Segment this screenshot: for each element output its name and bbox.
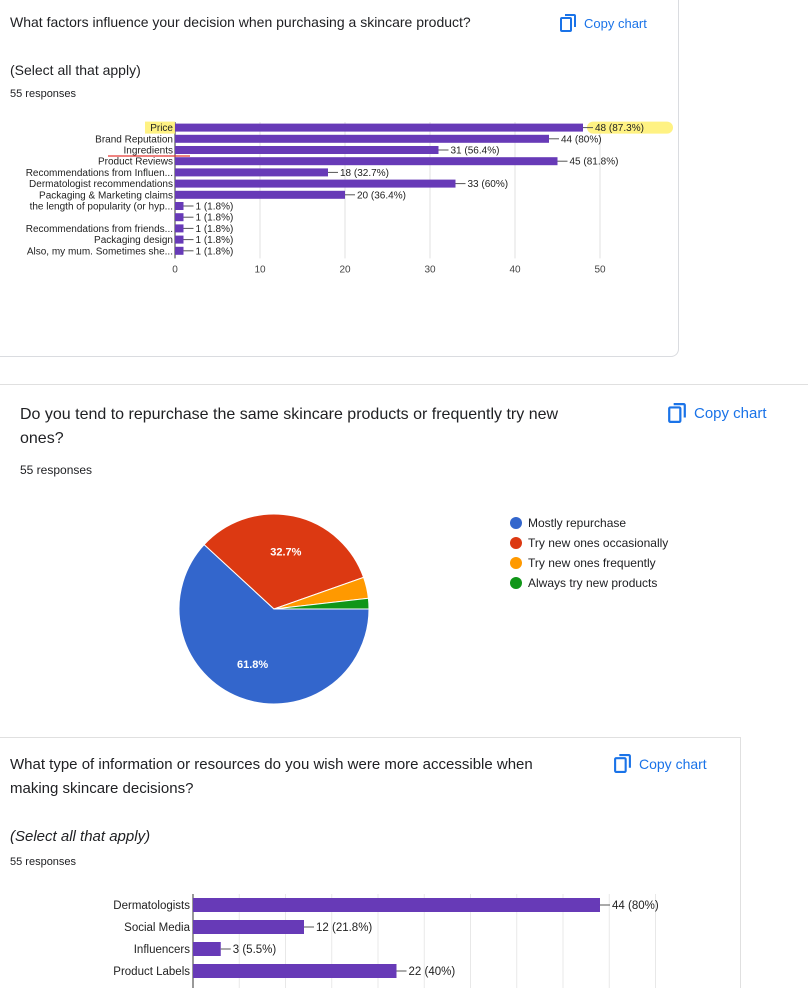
value-label: 3 (5.5%) [233, 944, 277, 956]
bar [175, 190, 345, 199]
resources-bar-chart: Dermatologists 44 (80%) Social Media 12 (21… [113, 894, 659, 988]
response-count: 55 responses [20, 463, 93, 477]
question-subtitle: (Select all that apply) [10, 828, 151, 845]
category-label: Recommendations from friends... [26, 224, 173, 235]
copy-chart-button[interactable]: Copy chart [668, 403, 767, 423]
copy-chart-label: Copy chart [584, 15, 647, 31]
x-tick-label: 0 [172, 264, 178, 275]
value-label: 1 (1.8%) [196, 224, 234, 235]
bar [193, 920, 304, 934]
question-title-line1: What type of information or resources do… [10, 756, 533, 773]
question-title: What factors influence your decision whe… [10, 14, 471, 30]
value-label: 31 (56.4%) [451, 146, 500, 157]
bar [175, 224, 184, 233]
category-label: Ingredients [124, 146, 173, 157]
highlight-mark [587, 121, 673, 134]
bar [175, 168, 328, 177]
question-title-line2: making skincare decisions? [10, 780, 194, 797]
x-tick-label: 40 [509, 264, 521, 275]
highlight-mark [145, 121, 175, 134]
bar [193, 898, 600, 912]
x-tick-label: 10 [254, 264, 266, 275]
category-label: Brand Reputation [95, 134, 173, 145]
category-label: Influencers [134, 944, 191, 956]
category-label: the length of popularity (or hyp... [30, 202, 173, 213]
bar [193, 964, 397, 978]
bar [175, 123, 583, 132]
copy-chart-label: Copy chart [639, 755, 707, 772]
pie-slice [203, 513, 365, 610]
bar [175, 213, 184, 222]
pie-slice [273, 597, 370, 610]
legend-label: Try new ones occasionally [528, 536, 669, 550]
value-label: 1 (1.8%) [196, 235, 234, 246]
value-label: 1 (1.8%) [196, 213, 234, 224]
category-label: Recommendations from Influen... [26, 168, 173, 179]
copy-icon [560, 14, 576, 32]
question-title-line2: ones? [20, 430, 64, 447]
copy-chart-button[interactable]: Copy chart [560, 14, 647, 32]
category-label: Social Media [124, 922, 190, 934]
question-card-factors: What factors influence your decision whe… [0, 0, 679, 357]
value-label: 18 (32.7%) [340, 168, 389, 179]
x-tick-label: 50 [594, 264, 606, 275]
pie-slice [178, 543, 370, 705]
bar [193, 942, 221, 956]
value-label: 48 (87.3%) [595, 123, 644, 134]
bar [175, 246, 184, 255]
category-label: Packaging design [94, 235, 173, 246]
category-label: Price [150, 123, 173, 134]
legend-item: Try new ones frequently [510, 553, 668, 573]
value-label: 1 (1.8%) [196, 246, 234, 257]
copy-chart-button[interactable]: Copy chart [614, 754, 707, 773]
legend-label: Try new ones frequently [528, 556, 656, 570]
legend-dot-icon [510, 537, 522, 549]
slice-label: 32.7% [270, 546, 301, 558]
category-label: Dermatologist recommendations [29, 179, 173, 190]
legend-dot-icon [510, 577, 522, 589]
value-label: 44 (80%) [612, 900, 659, 912]
copy-icon [614, 754, 631, 773]
pie-legend: Mostly repurchase Try new ones occasional… [510, 513, 668, 593]
factors-bar-chart: 0 10 20 30 40 50 Price 48 (87.3%) Brand Reputati… [26, 121, 673, 275]
value-label: 33 (60%) [468, 179, 509, 190]
question-subtitle: (Select all that apply) [10, 62, 141, 78]
category-label: Product Reviews [98, 157, 173, 168]
legend-item: Try new ones occasionally [510, 533, 668, 553]
repurchase-pie-chart: 61.8% 32.7% [178, 513, 370, 705]
legend-item: Mostly repurchase [510, 513, 668, 533]
bar [175, 134, 549, 143]
value-label: 20 (36.4%) [357, 190, 406, 201]
legend-dot-icon [510, 557, 522, 569]
x-tick-label: 30 [424, 264, 436, 275]
value-label: 45 (81.8%) [570, 157, 619, 168]
value-label: 44 (80%) [561, 134, 602, 145]
value-label: 12 (21.8%) [316, 922, 372, 934]
bar [175, 235, 184, 244]
bar [175, 179, 456, 188]
category-label: Also, my mum. Sometimes she... [27, 246, 173, 257]
value-label: 1 (1.8%) [196, 202, 234, 213]
bar [175, 146, 439, 154]
question-title-line1: Do you tend to repurchase the same skinc… [20, 406, 559, 423]
legend-label: Mostly repurchase [528, 516, 627, 530]
x-tick-label: 20 [339, 264, 351, 275]
copy-chart-label: Copy chart [694, 404, 767, 422]
copy-icon [668, 403, 686, 423]
question-card-resources: What type of information or resources do… [0, 737, 741, 988]
category-label: Packaging & Marketing claims [39, 190, 173, 201]
legend-dot-icon [510, 517, 522, 529]
bar [175, 202, 184, 210]
bar [175, 157, 558, 166]
response-count: 55 responses [10, 88, 77, 100]
legend-label: Always try new products [528, 576, 658, 590]
category-label: Dermatologists [113, 900, 190, 912]
question-card-repurchase: Do you tend to repurchase the same skinc… [0, 384, 808, 730]
slice-label: 61.8% [237, 659, 268, 671]
legend-item: Always try new products [510, 573, 668, 593]
value-label: 22 (40%) [409, 966, 456, 978]
category-label: Product Labels [113, 966, 190, 978]
response-count: 55 responses [10, 856, 77, 868]
